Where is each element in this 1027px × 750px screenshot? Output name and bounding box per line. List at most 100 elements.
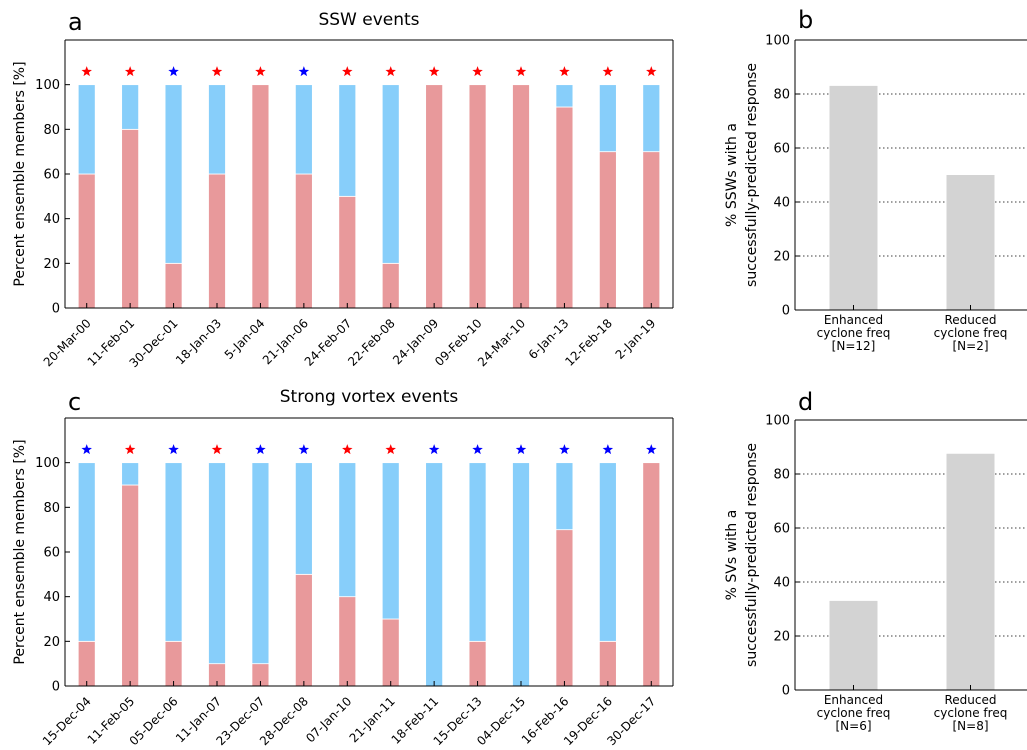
bar-segment	[164, 84, 183, 264]
x-tick-label: cyclone freq	[817, 326, 891, 340]
star-marker	[168, 444, 179, 455]
x-tick-label: [N=8]	[952, 719, 988, 733]
bar-segment	[598, 462, 617, 642]
y-axis-label: successfully-predicted response	[744, 443, 760, 667]
y-axis-label: successfully-predicted response	[744, 63, 760, 287]
x-tick-label: [N=6]	[835, 719, 871, 733]
bar-segment	[555, 106, 574, 309]
bar-segment	[381, 84, 400, 264]
bar-segment	[425, 84, 444, 309]
star-marker	[385, 66, 396, 77]
bar-segment	[294, 84, 313, 175]
star-marker	[298, 66, 310, 77]
y-axis-label: Percent ensemble members [%]	[12, 439, 28, 664]
y-tick-label: 100	[35, 456, 60, 471]
y-tick-label: 80	[773, 88, 790, 103]
bar-segment	[425, 462, 444, 687]
y-tick-label: 60	[773, 522, 790, 537]
panel-letter: d	[798, 388, 813, 416]
y-tick-label: 60	[43, 168, 60, 183]
panel-letter: a	[68, 8, 83, 36]
y-tick-label: 100	[765, 414, 790, 429]
star-marker	[515, 66, 527, 77]
panel-letter: c	[68, 388, 81, 416]
bar-segment	[121, 128, 140, 309]
y-tick-label: 40	[773, 196, 790, 211]
bar-segment	[121, 462, 140, 486]
star-marker	[559, 66, 570, 77]
star-marker	[472, 444, 483, 455]
bar-segment	[555, 462, 574, 531]
y-tick-label: 100	[35, 78, 60, 93]
y-tick-label: 80	[773, 468, 790, 483]
x-tick-label: 6-Jan-13	[526, 316, 572, 362]
x-tick-label: 07-Jan-10	[303, 694, 354, 745]
x-tick-label: cyclone freq	[817, 706, 891, 720]
bar-segment	[512, 84, 530, 309]
star-marker	[168, 66, 179, 77]
y-tick-label: 20	[773, 630, 790, 645]
star-marker	[428, 66, 440, 77]
x-tick-label: cyclone freq	[934, 706, 1008, 720]
star-marker	[472, 66, 483, 77]
bar-segment	[294, 573, 313, 687]
bar-segment	[77, 84, 96, 175]
x-tick-label: 15-Dec-04	[40, 694, 94, 748]
bar-segment	[468, 84, 487, 309]
y-tick-label: 20	[773, 250, 790, 265]
y-tick-label: 0	[782, 304, 790, 319]
bar-segment	[642, 84, 661, 153]
bar-segment	[294, 462, 313, 575]
bar-segment	[381, 262, 400, 309]
y-axis-label: Percent ensemble members [%]	[12, 61, 28, 286]
star-marker	[255, 444, 266, 455]
y-axis-label: % SVs with a	[724, 510, 740, 601]
panel-letter: b	[798, 6, 813, 34]
x-tick-label: [N=12]	[832, 339, 876, 353]
y-tick-label: 20	[43, 257, 60, 272]
star-marker	[255, 66, 266, 77]
y-tick-label: 80	[43, 123, 60, 138]
star-marker	[646, 444, 657, 455]
y-tick-label: 0	[782, 684, 790, 699]
bar-segment	[338, 462, 357, 598]
y-tick-label: 40	[773, 576, 790, 591]
panel-a: a SSW events20-Mar-0011-Feb-0130-Dec-0118…	[12, 8, 674, 370]
bar-segment	[164, 462, 183, 642]
bar	[829, 85, 878, 311]
bar-segment	[338, 84, 357, 197]
y-tick-label: 40	[43, 590, 60, 605]
bar-segment	[77, 640, 96, 687]
star-marker	[646, 66, 657, 77]
star-marker	[385, 444, 396, 455]
x-tick-label: Reduced	[944, 313, 996, 327]
x-tick-label: 12-Feb-18	[562, 316, 615, 369]
x-tick-label: [N=2]	[952, 339, 988, 353]
bar-segment	[121, 84, 140, 130]
x-tick-label: 24-Mar-10	[475, 316, 528, 369]
y-tick-label: 0	[52, 680, 60, 695]
panel-c: c Strong vortex events15-Dec-0411-Feb-050…	[12, 387, 674, 748]
star-marker	[211, 444, 223, 455]
bar-segment	[294, 173, 313, 309]
star-marker	[211, 66, 223, 77]
bar-segment	[251, 84, 270, 309]
star-marker	[298, 444, 310, 455]
bar-segment	[381, 618, 400, 687]
x-tick-label: 22-Feb-08	[345, 316, 398, 369]
bar-segment	[208, 173, 226, 309]
bar	[946, 453, 995, 690]
chart-title: Strong vortex events	[280, 387, 459, 407]
chart-title: SSW events	[318, 10, 419, 30]
bar-segment	[338, 596, 357, 687]
bar-segment	[598, 151, 617, 309]
bar	[829, 600, 878, 690]
x-tick-label: 2-Jan-19	[613, 316, 659, 362]
bar-segment	[512, 462, 530, 687]
bar-segment	[164, 640, 183, 687]
bar-segment	[642, 462, 661, 687]
bar-segment	[208, 462, 226, 665]
y-tick-label: 40	[43, 212, 60, 227]
